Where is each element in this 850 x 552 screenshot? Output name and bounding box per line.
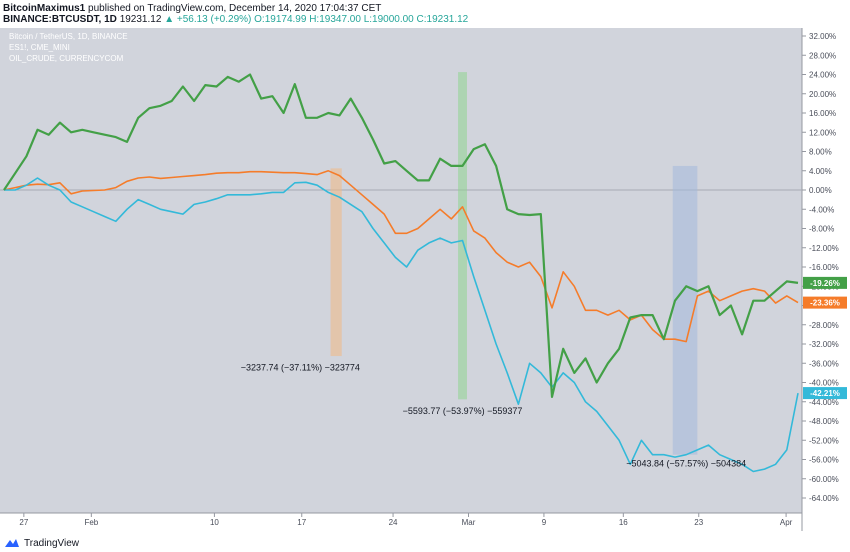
legend: Bitcoin / TetherUS, 1D, BINANCE ES1!, CM… [9, 32, 128, 63]
x-tick-label: Mar [462, 518, 476, 527]
symbol-label: BINANCE:BTCUSDT, 1D [3, 14, 117, 25]
y-tick-label: 0.00% [809, 186, 832, 195]
publish-header: BitcoinMaximus1 published on TradingView… [3, 2, 381, 15]
x-tick-label: 24 [389, 518, 398, 527]
price-change: ▲ +56.13 (+0.29%) [164, 14, 252, 25]
measure-annotation-2: −5043.84 (−57.57%) −504384 [626, 459, 746, 469]
legend-item-es[interactable]: ES1!, CME_MINI [9, 43, 70, 52]
highlight-layer [330, 72, 698, 455]
x-tick-label: Apr [780, 518, 793, 527]
y-tick-label: -8.00% [809, 225, 834, 234]
ohlc-values: O:19174.99 H:19347.00 L:19000.00 C:19231… [254, 14, 469, 25]
last-value-label-2: -42.21% [810, 389, 840, 398]
legend-item-oil[interactable]: OIL_CRUDE, CURRENCYCOM [9, 54, 124, 63]
x-tick-label: 10 [210, 518, 219, 527]
footer: TradingView [4, 535, 79, 551]
y-tick-label: -28.00% [809, 321, 839, 330]
y-tick-label: 20.00% [809, 90, 836, 99]
y-tick-label: -52.00% [809, 436, 839, 445]
x-tick-label: 17 [297, 518, 306, 527]
x-tick-label: 27 [19, 518, 28, 527]
author-name[interactable]: BitcoinMaximus1 [3, 3, 86, 14]
tradingview-brand[interactable]: TradingView [24, 537, 80, 549]
highlight-box-0 [330, 168, 342, 357]
y-tick-label: 28.00% [809, 51, 836, 60]
y-tick-label: -40.00% [809, 379, 839, 388]
x-tick-label: 23 [694, 518, 703, 527]
series-line-2 [4, 177, 799, 473]
x-tick-layer: 27 Feb 10 17 24 Mar 9 16 23 Apr [19, 513, 793, 527]
legend-title[interactable]: Bitcoin / TetherUS, 1D, BINANCE [9, 32, 128, 41]
series-line-1 [3, 170, 799, 343]
y-tick-label: 24.00% [809, 71, 836, 80]
y-tick-label: 16.00% [809, 109, 836, 118]
y-tick-label: 32.00% [809, 32, 836, 41]
measure-annotation-0: −3237.74 (−37.11%) −323774 [241, 362, 360, 372]
last-value-label-0: -19.26% [810, 279, 840, 288]
y-tick-label: -48.00% [809, 417, 839, 426]
series-line-0 [3, 73, 799, 398]
y-tick-label: 4.00% [809, 167, 832, 176]
y-tick-label: 12.00% [809, 128, 836, 137]
y-tick-label: -44.00% [809, 398, 839, 407]
tradingview-logo-icon [5, 539, 19, 547]
last-value-label-1: -23.36% [810, 299, 840, 308]
published-text: published on TradingView.com, December 1… [88, 3, 382, 14]
annotation-layer: −3237.74 (−37.11%) −323774 −5593.77 (−53.… [241, 362, 746, 468]
y-tick-label: -32.00% [809, 340, 839, 349]
last-price: 19231.12 [119, 14, 162, 25]
y-tick-label: -16.00% [809, 263, 839, 272]
y-tick-label: -60.00% [809, 475, 839, 484]
y-tick-label: -12.00% [809, 244, 839, 253]
y-tick-label: -36.00% [809, 359, 839, 368]
series-layer [3, 73, 799, 473]
plot-background [0, 28, 802, 513]
last-value-badge-1 [803, 296, 847, 309]
x-tick-label: 16 [619, 518, 628, 527]
y-tick-label: -4.00% [809, 205, 834, 214]
x-tick-label: Feb [84, 518, 98, 527]
x-tick-label: 9 [542, 518, 547, 527]
y-tick-label: -56.00% [809, 456, 839, 465]
last-value-badges: -19.26% -23.36% -42.21% [803, 276, 847, 400]
y-tick-label: -64.00% [809, 494, 839, 503]
time-axis[interactable] [0, 513, 802, 531]
symbol-header: BINANCE:BTCUSDT, 1D 19231.12 ▲ +56.13 (+… [3, 13, 468, 26]
highlight-box-1 [458, 72, 467, 400]
price-axis[interactable] [802, 28, 850, 513]
last-value-badge-2 [803, 387, 847, 400]
last-value-badge-0 [803, 276, 847, 289]
y-tick-label: 8.00% [809, 148, 832, 157]
measure-annotation-1: −5593.77 (−53.97%) −559377 [403, 406, 523, 416]
